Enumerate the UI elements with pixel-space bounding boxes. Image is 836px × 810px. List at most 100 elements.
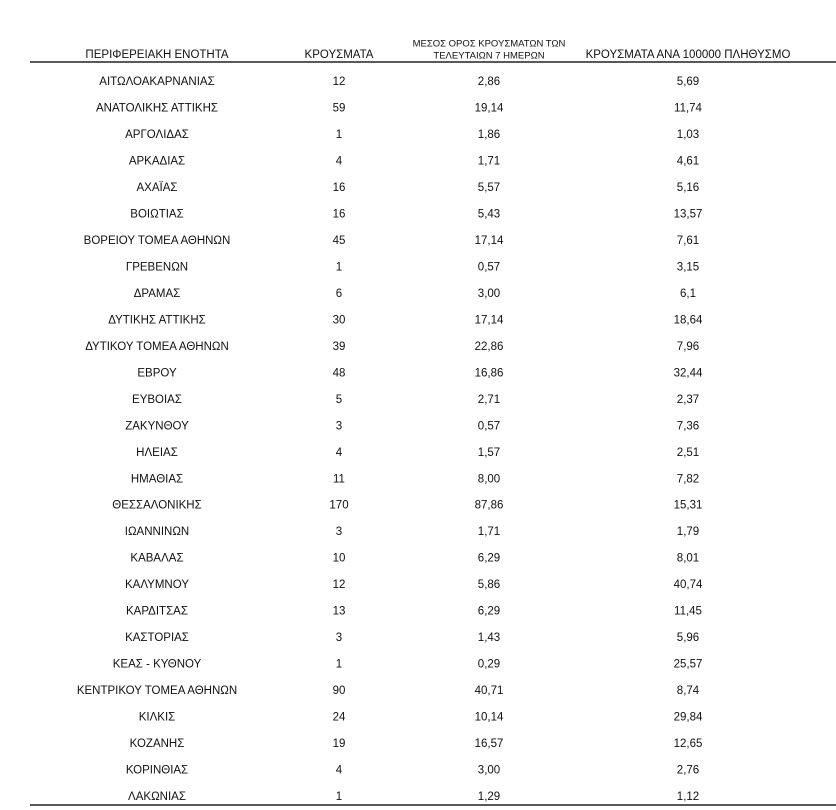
- cell-value: 6: [336, 288, 342, 300]
- cell-value: 59: [333, 103, 346, 115]
- cell-value: 6,29: [478, 606, 500, 618]
- cell-value: 17,14: [475, 235, 504, 247]
- region-name: ΗΛΕΙΑΣ: [136, 447, 178, 459]
- region-name: ΛΑΚΩΝΙΑΣ: [128, 791, 186, 803]
- cell-value: 32,44: [674, 367, 703, 379]
- cell-value: 1,86: [478, 129, 500, 141]
- region-name: ΚΟΖΑΝΗΣ: [130, 738, 185, 750]
- cell-value: 1,43: [478, 632, 500, 644]
- cell-value: 1: [336, 129, 342, 141]
- region-name: ΚΕΝΤΡΙΚΟΥ ΤΟΜΕΑ ΑΘΗΝΩΝ: [77, 685, 237, 697]
- cell-value: 12: [333, 76, 346, 88]
- cell-value: 5,16: [677, 182, 699, 194]
- cell-value: 17,14: [475, 314, 504, 326]
- cell-value: 5,69: [677, 76, 699, 88]
- cell-value: 4: [336, 155, 343, 167]
- cell-value: 16: [333, 182, 346, 194]
- cell-value: 1,71: [478, 155, 500, 167]
- cell-value: 3,15: [677, 261, 699, 273]
- header-cell: ΚΡΟΥΣΜΑΤΑ ΑΝΑ 100000 ΠΛΗΘΥΣΜΟ: [586, 49, 791, 61]
- cell-value: 90: [333, 685, 346, 697]
- header-cell-line: ΤΕΛΕΥΤΑΙΩΝ 7 ΗΜΕΡΩΝ: [433, 51, 544, 62]
- cell-value: 39: [333, 341, 346, 353]
- cell-value: 1,12: [677, 791, 699, 803]
- cell-value: 16,86: [475, 367, 504, 379]
- cell-value: 40,71: [475, 685, 504, 697]
- region-name: ΔΥΤΙΚΟΥ ΤΟΜΕΑ ΑΘΗΝΩΝ: [85, 341, 229, 353]
- cell-value: 6,1: [680, 288, 696, 300]
- cell-value: 7,82: [677, 473, 699, 485]
- cell-value: 29,84: [674, 712, 703, 724]
- cell-value: 87,86: [475, 500, 504, 512]
- cell-value: 18,64: [674, 314, 703, 326]
- cell-value: 25,57: [674, 659, 703, 671]
- cell-value: 4,61: [677, 155, 699, 167]
- cell-value: 0,57: [478, 261, 500, 273]
- cell-value: 2,51: [677, 447, 699, 459]
- cell-value: 4: [336, 447, 343, 459]
- cell-value: 0,57: [478, 420, 500, 432]
- cell-value: 12,65: [674, 738, 703, 750]
- cell-value: 16: [333, 208, 346, 220]
- cell-value: 19,14: [475, 103, 504, 115]
- cell-value: 3,00: [478, 288, 500, 300]
- cell-value: 24: [333, 712, 346, 724]
- cell-value: 3,00: [478, 765, 500, 777]
- region-name: ΚΕΑΣ - ΚΥΘΝΟΥ: [113, 659, 202, 671]
- region-name: ΘΕΣΣΑΛΟΝΙΚΗΣ: [112, 500, 201, 512]
- region-name: ΚΑΛΥΜΝΟΥ: [125, 579, 189, 591]
- header-cell: ΚΡΟΥΣΜΑΤΑ: [305, 49, 374, 61]
- cell-value: 5,86: [478, 579, 500, 591]
- region-name: ΑΙΤΩΛΟΑΚΑΡΝΑΝΙΑΣ: [99, 76, 214, 88]
- region-name: ΚΑΒΑΛΑΣ: [130, 553, 183, 565]
- cell-value: 1: [336, 791, 342, 803]
- cell-value: 48: [333, 367, 346, 379]
- cell-value: 8,00: [478, 473, 500, 485]
- cell-value: 2,71: [478, 394, 500, 406]
- region-name: ΑΡΚΑΔΙΑΣ: [129, 155, 185, 167]
- cell-value: 3: [336, 420, 342, 432]
- region-name: ΑΧΑΪΑΣ: [137, 182, 178, 194]
- cell-value: 8,01: [677, 553, 699, 565]
- cell-value: 11,74: [674, 103, 703, 115]
- cell-value: 2,86: [478, 76, 500, 88]
- cell-value: 11: [333, 473, 345, 485]
- cell-value: 1,03: [677, 129, 699, 141]
- cell-value: 3: [336, 632, 342, 644]
- cell-value: 3: [336, 526, 342, 538]
- region-name: ΓΡΕΒΕΝΩΝ: [126, 261, 188, 273]
- cell-value: 16,57: [475, 738, 504, 750]
- region-name: ΔΥΤΙΚΗΣ ΑΤΤΙΚΗΣ: [108, 314, 206, 326]
- region-name: ΒΟΡΕΙΟΥ ΤΟΜΕΑ ΑΘΗΝΩΝ: [84, 235, 231, 247]
- region-name: ΑΡΓΟΛΙΔΑΣ: [125, 129, 189, 141]
- cell-value: 10,14: [475, 712, 504, 724]
- region-name: ΑΝΑΤΟΛΙΚΗΣ ΑΤΤΙΚΗΣ: [96, 103, 218, 115]
- region-name: ΒΟΙΩΤΙΑΣ: [130, 208, 183, 220]
- region-name: ΙΩΑΝΝΙΝΩΝ: [125, 526, 189, 538]
- cell-value: 40,74: [674, 579, 703, 591]
- cell-value: 1: [336, 261, 342, 273]
- cell-value: 13,57: [674, 208, 703, 220]
- cell-value: 1,71: [478, 526, 500, 538]
- region-name: ΕΥΒΟΙΑΣ: [132, 394, 182, 406]
- cell-value: 5,96: [677, 632, 699, 644]
- cell-value: 5: [336, 394, 342, 406]
- region-name: ΚΟΡΙΝΘΙΑΣ: [126, 765, 188, 777]
- cell-value: 1,57: [478, 447, 500, 459]
- cell-value: 1,79: [677, 526, 699, 538]
- header-cell: ΠΕΡΙΦΕΡΕΙΑΚΗ ΕΝΟΤΗΤΑ: [85, 49, 228, 61]
- cell-value: 1,29: [478, 791, 500, 803]
- cell-value: 2,76: [677, 765, 699, 777]
- cell-value: 19: [333, 738, 346, 750]
- cell-value: 12: [333, 579, 346, 591]
- cell-value: 11,45: [674, 606, 702, 618]
- region-name: ΖΑΚΥΝΘΟΥ: [125, 420, 189, 432]
- cell-value: 2,37: [677, 394, 699, 406]
- cell-value: 30: [333, 314, 346, 326]
- cell-value: 13: [333, 606, 346, 618]
- header-cell-line: ΜΕΣΟΣ ΟΡΟΣ ΚΡΟΥΣΜΑΤΩΝ ΤΩΝ: [413, 39, 566, 50]
- cell-value: 170: [329, 500, 348, 512]
- cell-value: 7,96: [677, 341, 699, 353]
